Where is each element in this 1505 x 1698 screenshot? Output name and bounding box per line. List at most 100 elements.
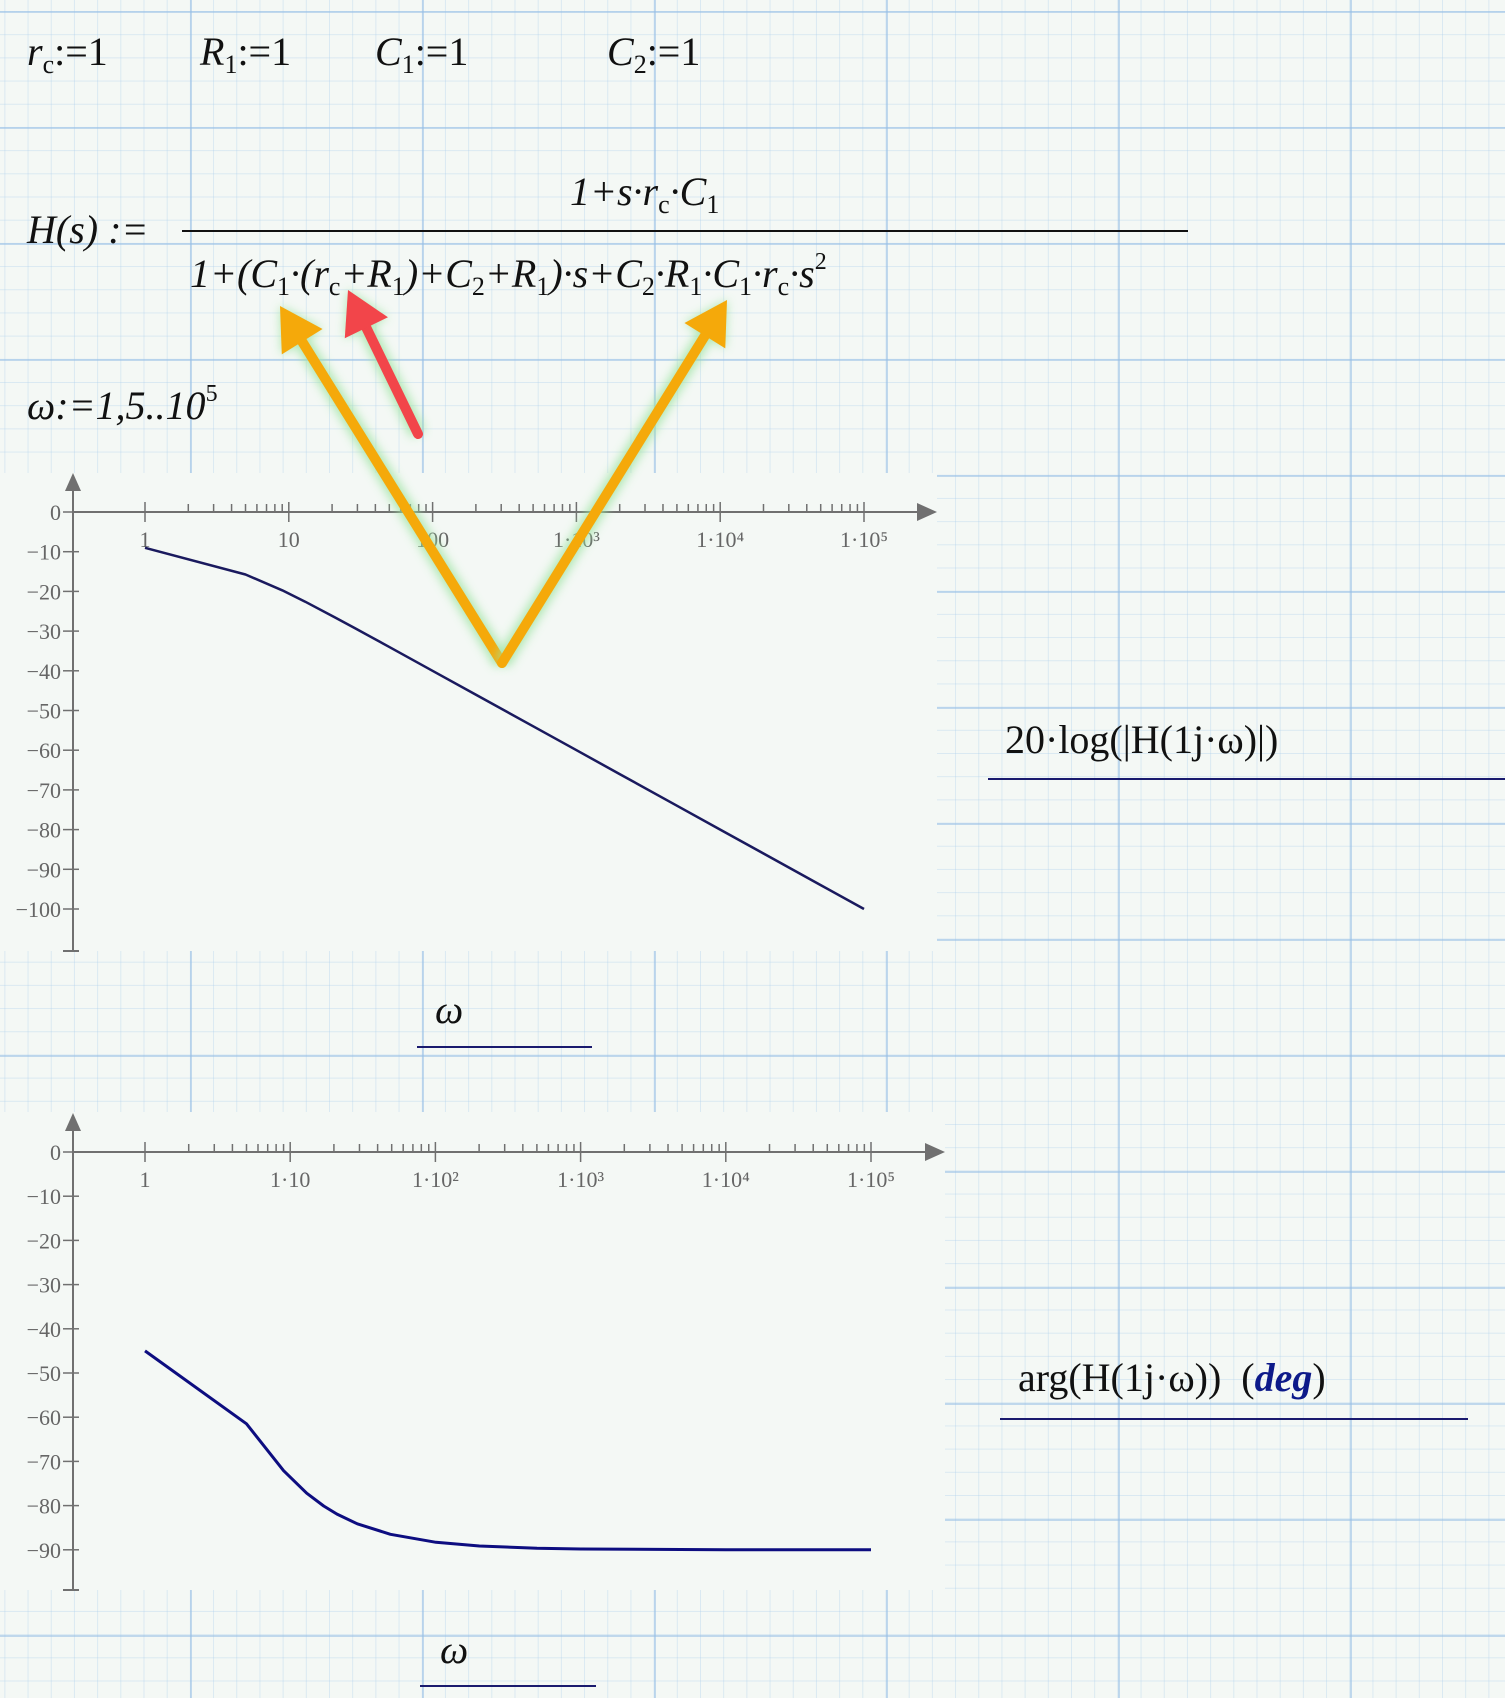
omega-range-definition: ω:=1,5..105	[27, 382, 218, 426]
phase-y-label[interactable]: arg(H(1j·ω)) (deg)	[1018, 1355, 1326, 1400]
x-tick-label: 1·10⁴	[696, 527, 744, 552]
math-token: ·r	[752, 251, 778, 296]
magnitude-y-label-underline	[988, 778, 1505, 780]
transfer-denominator: 1+(C1·(rc+R1)+C2+R1)·s+C2·R1·C1·rc·s2	[190, 250, 827, 300]
phase-x-label-underline	[420, 1685, 596, 1687]
math-token: )·s+C	[549, 251, 642, 296]
math-token: ·(r	[290, 251, 329, 296]
math-token: 2	[471, 272, 485, 301]
math-token: ·C	[702, 251, 739, 296]
y-tick-label: −70	[27, 778, 61, 803]
definition-op: :=	[237, 29, 272, 74]
phase-y-label-expr: arg(H(1j·ω))	[1018, 1355, 1222, 1400]
y-tick-label: −30	[27, 619, 61, 644]
y-tick-label: −60	[27, 738, 61, 763]
definition-value: 1	[271, 29, 292, 74]
y-tick-label: −20	[27, 1228, 61, 1253]
definition-op: :=	[646, 29, 681, 74]
math-token: 2	[814, 249, 827, 275]
y-tick-label: −90	[27, 857, 61, 882]
y-tick-label: −20	[27, 579, 61, 604]
orange-arrow-left	[280, 306, 509, 668]
math-token: 1+(C	[190, 251, 277, 296]
y-axis-arrow	[65, 473, 81, 491]
x-axis-arrow	[917, 503, 937, 521]
definition-sub: c	[42, 50, 55, 79]
y-tick-label: −100	[16, 897, 61, 922]
math-token: c	[658, 190, 670, 219]
phase-y-label-underline	[1000, 1418, 1468, 1420]
y-tick-label: −50	[27, 699, 61, 724]
y-tick-label: −40	[27, 659, 61, 684]
phase-plot-area[interactable]	[0, 1112, 945, 1590]
magnitude-x-label-underline	[417, 1046, 592, 1048]
math-token: 1	[277, 272, 290, 301]
definition-op: :=	[414, 29, 449, 74]
magnitude-y-label[interactable]: 20·log(|H(1j·ω)|)	[1005, 717, 1279, 762]
x-tick-label: 1·10	[270, 1167, 310, 1192]
x-tick-label: 1·10⁵	[840, 527, 888, 552]
y-tick-label: 0	[50, 500, 61, 525]
definition-name: r	[27, 29, 43, 74]
y-tick-label: −60	[27, 1405, 61, 1430]
omega-range-text: ω:=1,5..10	[27, 383, 206, 428]
definition-0[interactable]: rc:=1	[27, 32, 108, 78]
y-tick-label: −90	[27, 1538, 61, 1563]
definition-3[interactable]: C2:=1	[607, 32, 700, 78]
y-tick-label: −50	[27, 1361, 61, 1386]
red-arrow	[344, 290, 426, 439]
math-token: ·C	[669, 169, 707, 214]
x-tick-label: 1	[140, 527, 151, 552]
math-token: +R	[484, 251, 537, 296]
x-tick-label: 1·10³	[557, 1167, 604, 1192]
y-tick-label: −80	[27, 1494, 61, 1519]
y-tick-label: 0	[50, 1140, 61, 1165]
transfer-numerator: 1+s·rc·C1	[570, 172, 719, 218]
math-token: 1	[706, 190, 720, 219]
x-tick-label: 1·10⁴	[702, 1167, 750, 1192]
x-tick-label: 10	[278, 527, 300, 552]
definition-value: 1	[448, 29, 469, 74]
magnitude-plot-area[interactable]	[0, 473, 937, 951]
x-tick-label: 1	[140, 1167, 151, 1192]
data-series-line	[144, 546, 865, 911]
math-token: 1+s·r	[570, 169, 659, 214]
definition-value: 1	[680, 29, 701, 74]
definition-name: C	[375, 29, 402, 74]
fraction-bar	[182, 230, 1188, 232]
math-token: 1	[391, 272, 405, 301]
x-tick-label: 1·10⁵	[847, 1167, 895, 1192]
definition-name: R	[200, 29, 225, 74]
orange-arrow-right	[495, 300, 727, 668]
y-tick-label: −40	[27, 1317, 61, 1342]
definition-sub: 2	[633, 50, 647, 79]
definition-2[interactable]: C1:=1	[375, 32, 468, 78]
data-series-line	[144, 1349, 872, 1552]
phase-x-label[interactable]: ω	[440, 1627, 469, 1672]
phase-unit: deg	[1254, 1355, 1313, 1400]
definition-1[interactable]: R1:=1	[200, 32, 291, 78]
x-axis-arrow	[925, 1143, 945, 1161]
math-token: c	[328, 272, 341, 301]
x-tick-label: 1·10²	[412, 1167, 459, 1192]
y-tick-label: −10	[27, 540, 61, 565]
math-token: ·R	[654, 251, 690, 296]
y-tick-label: −70	[27, 1449, 61, 1474]
definition-sub: 1	[224, 50, 238, 79]
omega-range-exponent: 5	[205, 381, 218, 407]
definition-sub: 1	[401, 50, 415, 79]
math-token: c	[777, 272, 790, 301]
magnitude-x-label[interactable]: ω	[435, 987, 464, 1032]
y-axis-arrow	[65, 1113, 81, 1131]
math-token: ·s	[789, 251, 815, 296]
math-token: 1	[689, 272, 703, 301]
math-token: +R	[340, 251, 392, 296]
math-token: 2	[641, 272, 655, 301]
y-tick-label: −30	[27, 1273, 61, 1298]
definition-value: 1	[87, 29, 108, 74]
math-token: 1	[536, 272, 550, 301]
y-tick-label: −80	[27, 818, 61, 843]
definition-name: C	[607, 29, 634, 74]
